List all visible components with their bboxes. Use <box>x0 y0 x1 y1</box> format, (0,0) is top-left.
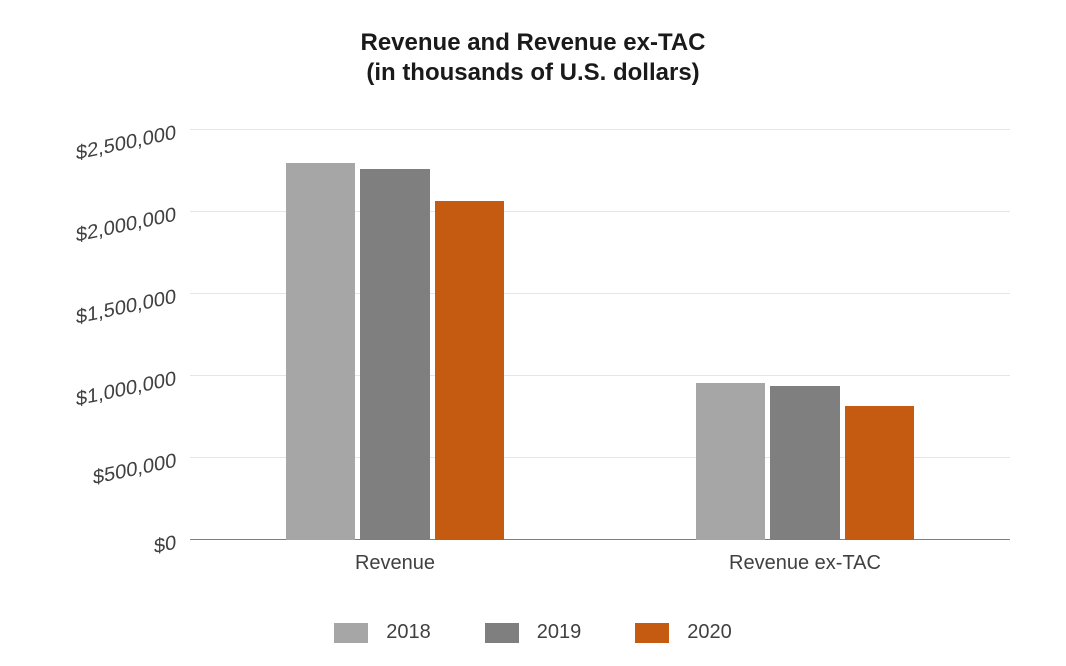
x-tick-label: Revenue <box>355 540 435 575</box>
legend-label: 2019 <box>537 621 582 644</box>
y-tick-label: $1,500,000 <box>76 283 190 330</box>
legend-swatch <box>485 623 519 643</box>
revenue-chart: Revenue and Revenue ex-TAC (in thousands… <box>0 0 1066 666</box>
y-tick-label: $2,500,000 <box>76 119 190 166</box>
chart-title-line2: (in thousands of U.S. dollars) <box>0 58 1066 88</box>
legend: 2018 2019 2020 <box>0 621 1066 644</box>
legend-item: 2018 <box>334 621 431 644</box>
bar <box>845 406 915 540</box>
y-tick-label: $2,000,000 <box>76 201 190 248</box>
plot-area: $0$500,000$1,000,000$1,500,000$2,000,000… <box>190 130 1010 540</box>
legend-swatch <box>334 623 368 643</box>
grid-line <box>190 129 1010 130</box>
legend-item: 2020 <box>635 621 732 644</box>
legend-label: 2018 <box>386 621 431 644</box>
legend-item: 2019 <box>485 621 582 644</box>
legend-swatch <box>635 623 669 643</box>
bar <box>286 163 356 540</box>
chart-title-line1: Revenue and Revenue ex-TAC <box>0 28 1066 58</box>
bar <box>770 386 840 540</box>
x-tick-label: Revenue ex-TAC <box>729 540 881 575</box>
legend-label: 2020 <box>687 621 732 644</box>
bar <box>696 383 766 540</box>
chart-title: Revenue and Revenue ex-TAC (in thousands… <box>0 28 1066 88</box>
y-tick-label: $500,000 <box>93 447 190 491</box>
bar <box>360 169 430 540</box>
y-tick-label: $1,000,000 <box>76 365 190 412</box>
bar <box>435 201 505 540</box>
y-tick-label: $0 <box>154 529 190 560</box>
